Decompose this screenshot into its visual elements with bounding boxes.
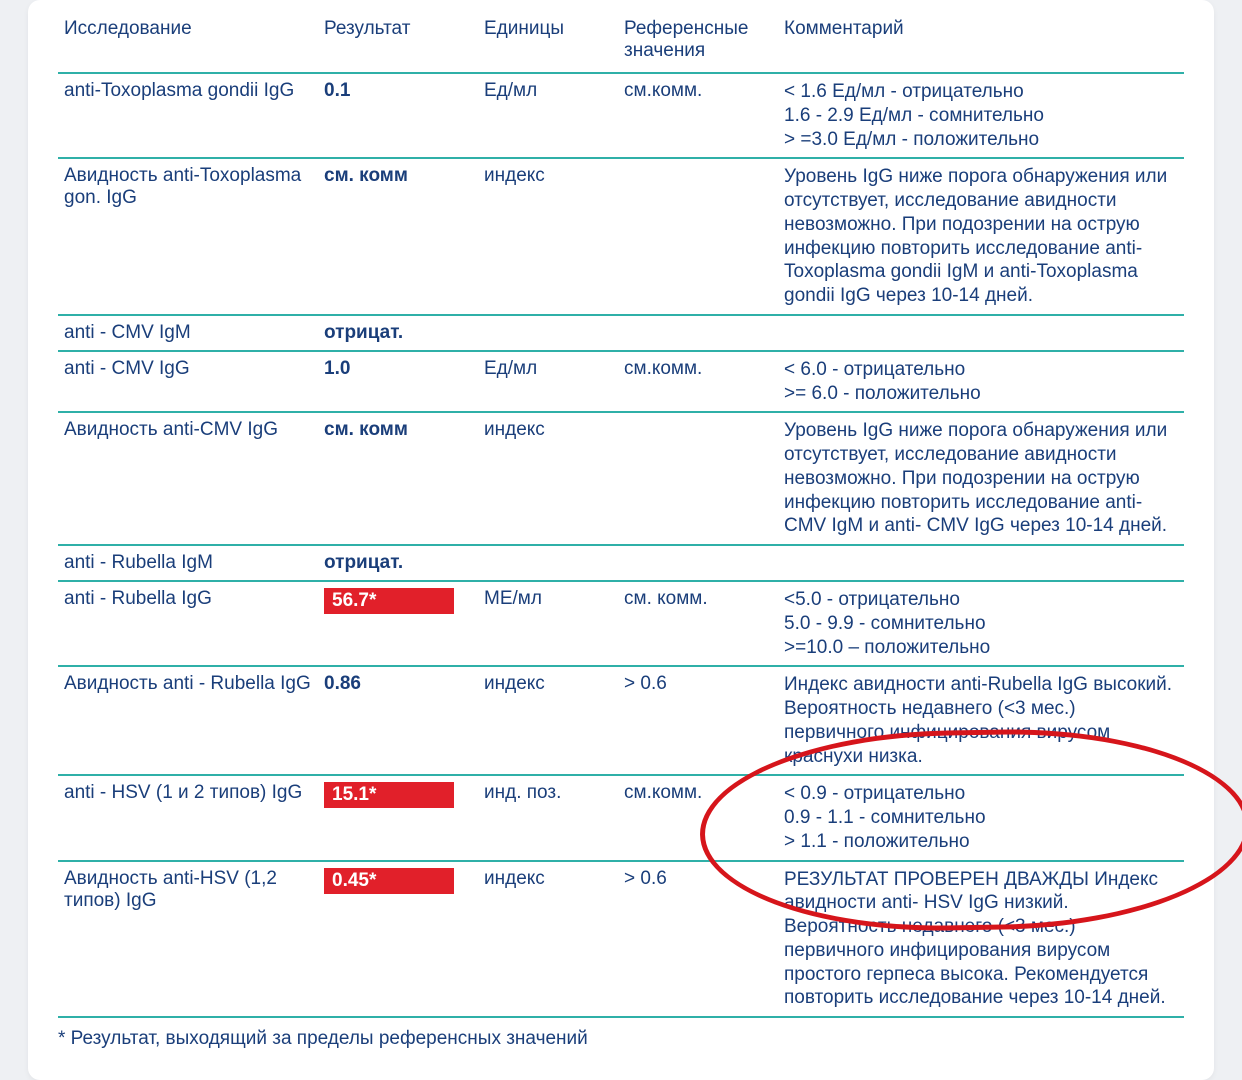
- cell-units: МЕ/мл: [478, 581, 618, 666]
- cell-test: anti - Rubella IgM: [58, 545, 318, 581]
- cell-comment: Уровень IgG ниже порога обнаружения или …: [778, 158, 1184, 315]
- table-header-row: Исследование Результат Единицы Референсн…: [58, 10, 1184, 73]
- result-flag-badge: 56.7*: [324, 588, 454, 614]
- results-tbody: anti-Toxoplasma gondii IgG0.1Ед/млсм.ком…: [58, 73, 1184, 1017]
- cell-test: anti-Toxoplasma gondii IgG: [58, 73, 318, 158]
- cell-ref: см.комм.: [618, 351, 778, 413]
- result-value: 0.86: [324, 673, 361, 694]
- cell-units: индекс: [478, 666, 618, 775]
- cell-units: [478, 315, 618, 351]
- cell-test: Авидность anti-Toxoplasma gon. IgG: [58, 158, 318, 315]
- cell-comment: < 0.9 - отрицательно0.9 - 1.1 - сомнител…: [778, 775, 1184, 860]
- cell-test: anti - HSV (1 и 2 типов) IgG: [58, 775, 318, 860]
- result-value: отрицат.: [324, 322, 403, 343]
- table-row: Авидность anti - Rubella IgG 0.86 индекс> …: [58, 666, 1184, 775]
- cell-ref: > 0.6: [618, 666, 778, 775]
- cell-comment: Индекс авидности anti-Rubella IgG высоки…: [778, 666, 1184, 775]
- cell-units: индекс: [478, 412, 618, 545]
- result-value: 1.0: [324, 358, 350, 379]
- cell-ref: см. комм.: [618, 581, 778, 666]
- cell-result: 56.7*: [318, 581, 478, 666]
- col-header-comment: Комментарий: [778, 10, 1184, 73]
- result-flag-badge: 0.45*: [324, 868, 454, 894]
- table-row: Авидность anti-Toxoplasma gon. IgG см. ко…: [58, 158, 1184, 315]
- cell-comment: Уровень IgG ниже порога обнаружения или …: [778, 412, 1184, 545]
- footnote: * Результат, выходящий за пределы рефере…: [58, 1028, 1184, 1050]
- cell-test: anti - Rubella IgG: [58, 581, 318, 666]
- cell-result: 0.45*: [318, 861, 478, 1018]
- table-row: anti - HSV (1 и 2 типов) IgG15.1* инд. по…: [58, 775, 1184, 860]
- cell-result: см. комм: [318, 158, 478, 315]
- cell-result: 15.1*: [318, 775, 478, 860]
- cell-result: 0.1: [318, 73, 478, 158]
- cell-ref: [618, 545, 778, 581]
- cell-test: anti - CMV IgM: [58, 315, 318, 351]
- cell-result: см. комм: [318, 412, 478, 545]
- col-header-result: Результат: [318, 10, 478, 73]
- cell-result: отрицат.: [318, 315, 478, 351]
- col-header-test: Исследование: [58, 10, 318, 73]
- col-header-units: Единицы: [478, 10, 618, 73]
- cell-ref: [618, 158, 778, 315]
- result-value: см. комм: [324, 165, 408, 186]
- table-row: anti - CMV IgM отрицат.: [58, 315, 1184, 351]
- results-card: Исследование Результат Единицы Референсн…: [28, 0, 1214, 1080]
- cell-comment: [778, 315, 1184, 351]
- result-value: 0.1: [324, 80, 350, 101]
- table-row: anti-Toxoplasma gondii IgG 0.1 Ед/млсм.ком…: [58, 73, 1184, 158]
- cell-units: инд. поз.: [478, 775, 618, 860]
- cell-units: Ед/мл: [478, 73, 618, 158]
- cell-comment: < 6.0 - отрицательно>= 6.0 - положительн…: [778, 351, 1184, 413]
- cell-ref: [618, 412, 778, 545]
- cell-comment: <5.0 - отрицательно5.0 - 9.9 - сомнитель…: [778, 581, 1184, 666]
- results-table: Исследование Результат Единицы Референсн…: [58, 10, 1184, 1018]
- cell-test: anti - CMV IgG: [58, 351, 318, 413]
- col-header-ref: Референсные значения: [618, 10, 778, 73]
- result-value: отрицат.: [324, 552, 403, 573]
- cell-ref: > 0.6: [618, 861, 778, 1018]
- cell-test: Авидность anti-HSV (1,2 типов) IgG: [58, 861, 318, 1018]
- cell-result: 0.86: [318, 666, 478, 775]
- cell-units: индекс: [478, 158, 618, 315]
- cell-units: Ед/мл: [478, 351, 618, 413]
- cell-ref: [618, 315, 778, 351]
- table-row: anti - Rubella IgG56.7* МЕ/млсм. комм.<5.…: [58, 581, 1184, 666]
- cell-ref: см.комм.: [618, 73, 778, 158]
- cell-units: [478, 545, 618, 581]
- cell-result: 1.0: [318, 351, 478, 413]
- cell-comment: РЕЗУЛЬТАТ ПРОВЕРЕН ДВАЖДЫ Индекс авиднос…: [778, 861, 1184, 1018]
- cell-test: Авидность anti-CMV IgG: [58, 412, 318, 545]
- result-value: см. комм: [324, 419, 408, 440]
- cell-ref: см.комм.: [618, 775, 778, 860]
- cell-comment: [778, 545, 1184, 581]
- table-row: Авидность anti-CMV IgG см. комм индекс Уров…: [58, 412, 1184, 545]
- table-row: Авидность anti-HSV (1,2 типов) IgG0.45* и…: [58, 861, 1184, 1018]
- table-row: anti - Rubella IgM отрицат.: [58, 545, 1184, 581]
- table-row: anti - CMV IgG 1.0 Ед/млсм.комм.< 6.0 - от…: [58, 351, 1184, 413]
- cell-comment: < 1.6 Ед/мл - отрицательно1.6 - 2.9 Ед/м…: [778, 73, 1184, 158]
- cell-result: отрицат.: [318, 545, 478, 581]
- result-flag-badge: 15.1*: [324, 782, 454, 808]
- cell-units: индекс: [478, 861, 618, 1018]
- cell-test: Авидность anti - Rubella IgG: [58, 666, 318, 775]
